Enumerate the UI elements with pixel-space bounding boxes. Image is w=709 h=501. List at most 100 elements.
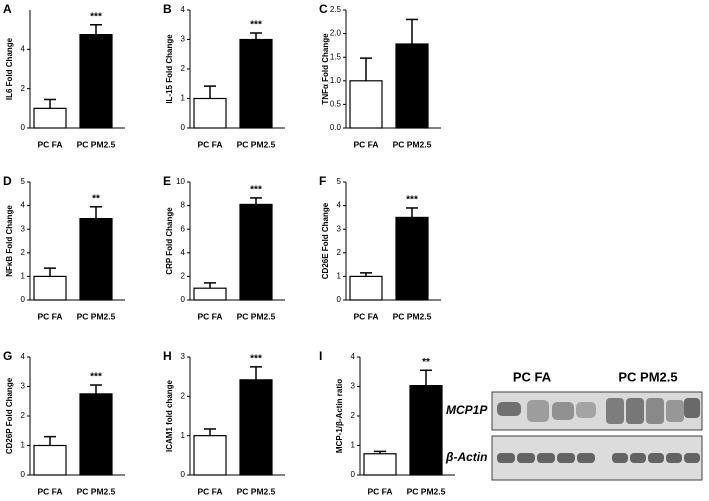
- panel-letter: B: [163, 2, 172, 16]
- blot-group-label: PC PM2.5: [618, 369, 677, 384]
- y-tick-label: 8: [181, 201, 186, 210]
- significance: ***: [90, 372, 102, 383]
- y-axis-label: ICAM1 fold change: [165, 379, 174, 452]
- significance: ***: [250, 353, 262, 364]
- y-tick-label: 2: [351, 411, 356, 420]
- y-tick-label: 1: [21, 441, 26, 450]
- y-tick-label: 0: [21, 295, 26, 304]
- x-tick-label: PC PM2.5: [77, 139, 116, 149]
- significance: **: [92, 193, 100, 204]
- panel-letter: D: [3, 174, 12, 188]
- y-tick-label: 0: [21, 470, 26, 479]
- y-axis-label: NFκB Fold Change: [5, 205, 14, 277]
- y-tick-label: 10: [176, 177, 185, 186]
- panel-letter: I: [319, 349, 322, 363]
- x-tick-label: PC FA: [197, 139, 222, 149]
- panel-letter: E: [163, 174, 171, 188]
- x-tick-label: PC FA: [197, 486, 222, 496]
- y-tick-label: 2: [21, 248, 26, 257]
- bar: [33, 275, 67, 301]
- western-blot: PC FA PC PM2.5 MCP1P β-Actin: [445, 369, 703, 481]
- y-tick-label: 4: [181, 5, 186, 14]
- x-tick-label: PC FA: [353, 311, 378, 321]
- y-tick-label: 0: [181, 295, 186, 304]
- y-tick-label: 4: [21, 44, 26, 53]
- panel-letter: A: [3, 2, 12, 16]
- y-tick-label: 3: [21, 382, 26, 391]
- y-tick-label: 2: [181, 272, 186, 281]
- y-tick-label: 4: [351, 352, 356, 361]
- bar: [193, 97, 227, 129]
- y-tick-label: 1.5: [330, 52, 342, 61]
- significance: **: [422, 357, 430, 368]
- bar: [193, 287, 227, 301]
- y-tick-label: 3: [181, 352, 186, 361]
- blot-row-label: MCP1P: [446, 403, 488, 417]
- y-tick-label: 3: [21, 224, 26, 233]
- bar: [79, 217, 113, 301]
- significance: ***: [90, 11, 102, 22]
- x-tick-label: PC PM2.5: [77, 486, 116, 496]
- y-tick-label: 1: [181, 94, 186, 103]
- y-tick-label: 0.0: [330, 123, 342, 132]
- x-tick-label: PC PM2.5: [407, 486, 446, 496]
- y-tick-label: 2: [181, 64, 186, 73]
- y-tick-label: 2.5: [330, 5, 342, 14]
- y-tick-label: 4: [181, 248, 186, 257]
- y-tick-label: 2: [21, 84, 26, 93]
- y-tick-label: 2: [21, 411, 26, 420]
- y-tick-label: 4: [21, 352, 26, 361]
- y-tick-label: 0: [21, 123, 26, 132]
- bar: [79, 33, 113, 129]
- y-axis-label: IL6 Fold Change: [5, 37, 14, 100]
- panel-letter: G: [3, 349, 12, 363]
- y-tick-label: 3: [181, 35, 186, 44]
- blot-group-label: PC FA: [513, 369, 552, 384]
- panel-letter: F: [319, 174, 326, 188]
- bar: [79, 393, 113, 476]
- y-tick-label: 4: [337, 201, 342, 210]
- y-tick-label: 1: [351, 441, 356, 450]
- x-tick-label: PC FA: [367, 486, 392, 496]
- bar: [239, 203, 273, 301]
- x-tick-label: PC PM2.5: [237, 311, 276, 321]
- y-tick-label: 5: [21, 177, 26, 186]
- bar: [349, 275, 383, 301]
- panel-letter: H: [163, 349, 172, 363]
- y-tick-label: 0: [181, 470, 186, 479]
- y-tick-label: 0: [337, 295, 342, 304]
- y-axis-label: CRP Fold Change: [165, 207, 174, 275]
- x-tick-label: PC PM2.5: [77, 311, 116, 321]
- y-tick-label: 1: [337, 272, 342, 281]
- significance: ***: [250, 20, 262, 31]
- y-tick-label: 1: [181, 431, 186, 440]
- x-tick-label: PC FA: [37, 311, 62, 321]
- x-tick-label: PC FA: [353, 139, 378, 149]
- bar: [33, 107, 67, 129]
- panel-letter: C: [319, 2, 328, 16]
- y-axis-label: IL-15 Fold Change: [165, 34, 174, 104]
- y-axis-label: TNFα Fold Change: [321, 33, 330, 105]
- bar: [395, 43, 429, 129]
- bar: [409, 385, 443, 476]
- bar: [33, 444, 67, 476]
- x-tick-label: PC FA: [37, 486, 62, 496]
- x-tick-label: PC PM2.5: [393, 311, 432, 321]
- x-tick-label: PC FA: [37, 139, 62, 149]
- y-tick-label: 2.0: [330, 29, 342, 38]
- y-tick-label: 5: [337, 177, 342, 186]
- y-tick-label: 3: [337, 224, 342, 233]
- bar: [239, 379, 273, 476]
- y-tick-label: 1: [21, 272, 26, 281]
- bar: [239, 38, 273, 129]
- blot-bands: [497, 398, 700, 463]
- bar: [193, 435, 227, 476]
- y-axis-label: CD26E Fold Change: [321, 202, 330, 279]
- y-tick-label: 0: [351, 470, 356, 479]
- y-tick-label: 6: [181, 224, 186, 233]
- significance: ***: [250, 185, 262, 196]
- bar: [395, 216, 429, 301]
- x-tick-label: PC PM2.5: [393, 139, 432, 149]
- y-tick-label: 0.5: [330, 100, 342, 109]
